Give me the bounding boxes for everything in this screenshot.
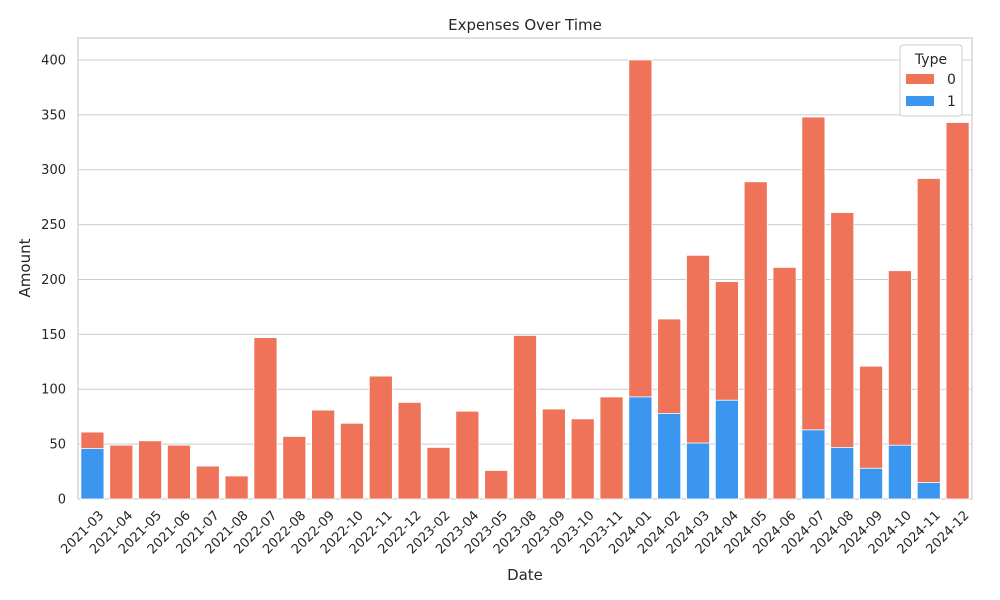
bar-0-2022-08 (282, 436, 307, 500)
bar-0-2022-12 (397, 402, 422, 500)
bar-0-2024-11 (916, 178, 941, 500)
bar-0-2022-07 (253, 337, 278, 500)
x-axis-ticks: 2021-032021-042021-052021-062021-072021-… (58, 508, 972, 557)
bar-0-2024-05 (743, 181, 768, 500)
y-tick-label: 400 (41, 53, 66, 68)
bar-0-2023-05 (484, 470, 509, 500)
bar-1-2024-11 (916, 482, 941, 500)
bar-1-2024-03 (686, 442, 710, 500)
bar-0-2024-06 (772, 267, 797, 500)
y-tick-label: 300 (41, 163, 66, 178)
y-tick-label: 350 (41, 108, 66, 123)
bar-1-2024-02 (657, 412, 682, 500)
legend: Type 01 (899, 44, 963, 117)
bar-0-2023-08 (513, 335, 537, 500)
bar-1-2024-04 (714, 399, 739, 500)
bar-0-2024-12 (945, 122, 970, 500)
bar-0-2022-09 (311, 409, 336, 500)
legend-items: 01 (906, 72, 956, 110)
bar-0-2021-04 (109, 444, 134, 500)
bar-0-2022-10 (340, 422, 364, 500)
legend-label-1: 1 (947, 94, 956, 110)
bar-0-2023-09 (541, 408, 566, 500)
bar-0-2023-02 (426, 447, 451, 500)
bar-1-2024-01 (628, 396, 653, 500)
legend-swatch-0 (906, 74, 934, 84)
bar-0-2023-11 (599, 396, 624, 500)
bar-1-2024-09 (859, 467, 884, 500)
chart-title: Expenses Over Time (448, 16, 602, 34)
bar-0-2021-06 (166, 444, 191, 500)
bar-0-2022-11 (368, 375, 393, 500)
x-axis-title: Date (507, 566, 543, 584)
y-tick-label: 150 (41, 328, 66, 343)
legend-title: Type (914, 52, 947, 68)
bars (80, 59, 970, 500)
bar-1-2024-10 (887, 444, 912, 500)
bar-0-2023-10 (570, 418, 595, 500)
bar-1-2024-08 (830, 447, 855, 500)
bar-0-2021-08 (224, 475, 249, 500)
y-tick-label: 200 (41, 273, 66, 288)
legend-label-0: 0 (947, 72, 956, 88)
y-axis-ticks: 0 50 100 150 200 250 300 350 400 (41, 53, 66, 507)
y-tick-label: 50 (49, 438, 66, 453)
y-axis-title: Amount (16, 238, 34, 297)
y-tick-label: 0 (58, 493, 66, 508)
y-tick-label: 250 (41, 218, 66, 233)
bar-1-2021-03 (80, 448, 105, 500)
bar-0-2023-04 (455, 410, 480, 500)
y-tick-label: 100 (41, 383, 66, 398)
legend-swatch-1 (906, 96, 934, 106)
bar-0-2021-07 (195, 465, 220, 500)
bar-1-2024-07 (801, 429, 826, 500)
bar-0-2021-05 (138, 440, 163, 500)
